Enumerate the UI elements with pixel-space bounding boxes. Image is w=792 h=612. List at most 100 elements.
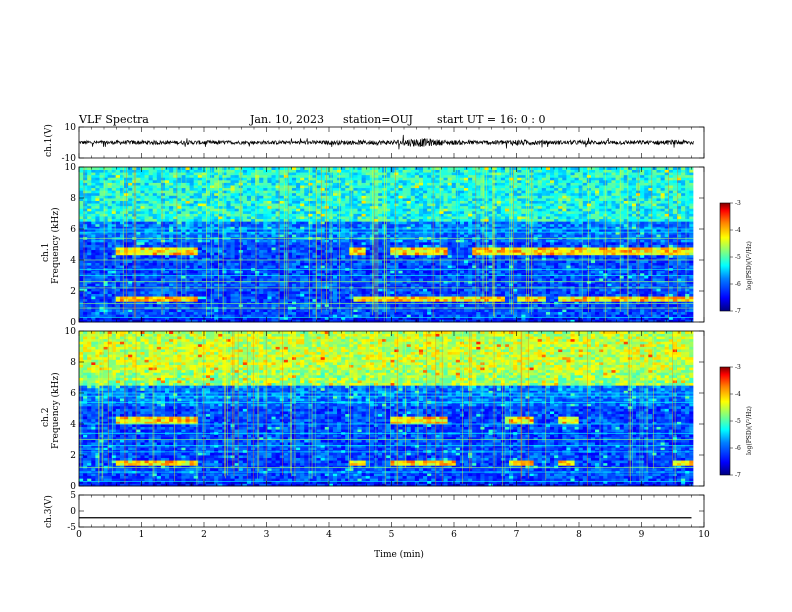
spectrogram-cell bbox=[144, 177, 150, 181]
spectrogram-cell bbox=[115, 172, 121, 176]
spectrogram-cell bbox=[124, 309, 129, 313]
spectrogram-cell bbox=[402, 169, 408, 173]
spectrogram-cell bbox=[357, 213, 363, 217]
spectrogram-cell bbox=[91, 272, 96, 276]
spectrogram-cell bbox=[185, 195, 190, 199]
spectrogram-cell bbox=[304, 316, 309, 320]
spectrogram-cell bbox=[128, 311, 133, 315]
spectrogram-cell bbox=[103, 229, 109, 232]
spectrogram-cell bbox=[152, 182, 158, 186]
spectrogram-cell bbox=[267, 278, 272, 282]
spectrogram-cell bbox=[115, 208, 121, 212]
spectrogram-cell bbox=[263, 283, 268, 287]
spectrogram-cell bbox=[99, 216, 104, 220]
spectrogram-cell bbox=[148, 231, 154, 235]
spectrogram-cell bbox=[165, 200, 170, 204]
spectrogram-cell bbox=[365, 319, 371, 323]
spectrogram-cell bbox=[251, 187, 256, 191]
spectrogram-cell bbox=[197, 309, 203, 313]
spectrogram-cell bbox=[349, 203, 354, 207]
spectrogram-cell bbox=[95, 167, 100, 170]
spectrogram-cell bbox=[222, 280, 227, 284]
spectrogram-cell bbox=[357, 226, 363, 230]
spectrogram-cell bbox=[230, 280, 236, 284]
spectrogram-cell bbox=[173, 278, 178, 282]
spectrogram-cell bbox=[394, 198, 399, 201]
spectrogram-cell bbox=[152, 298, 158, 302]
spectrogram-cell bbox=[320, 293, 326, 297]
spectrogram-cell bbox=[361, 275, 367, 279]
spectrogram-cell bbox=[189, 234, 195, 238]
spectrogram-cell bbox=[378, 172, 383, 176]
spectrogram-cell bbox=[119, 192, 125, 196]
spectrogram-cell bbox=[279, 172, 285, 176]
spectrogram-cell bbox=[242, 182, 248, 186]
spectrogram-cell bbox=[83, 174, 88, 178]
spectrogram-cell bbox=[410, 311, 416, 315]
spectrogram-cell bbox=[300, 205, 305, 209]
spectrogram-cell bbox=[345, 311, 350, 315]
spectrogram-cell bbox=[115, 254, 121, 258]
spectrogram-cell bbox=[320, 226, 326, 230]
spectrogram-cell bbox=[291, 241, 297, 245]
spectrogram-cell bbox=[115, 218, 121, 222]
spectrogram-cell bbox=[111, 283, 117, 287]
spectrogram-cell bbox=[136, 283, 141, 287]
spectrogram-cell bbox=[103, 208, 109, 212]
spectrogram-cell bbox=[119, 223, 125, 227]
spectrogram-cell bbox=[169, 239, 174, 243]
spectrogram-cell bbox=[140, 278, 145, 282]
spectrogram-cell bbox=[95, 205, 100, 209]
spectrogram-cell bbox=[275, 314, 281, 318]
spectrogram-cell bbox=[119, 185, 125, 189]
spectrogram-cell bbox=[320, 216, 326, 220]
spectrogram-cell bbox=[304, 270, 309, 274]
spectrogram-cell bbox=[128, 296, 133, 300]
spectrogram-cell bbox=[210, 241, 215, 245]
spectrogram-cell bbox=[349, 205, 354, 209]
spectrogram-cell bbox=[332, 229, 338, 232]
spectrogram-cell bbox=[79, 229, 84, 232]
spectrogram-cell bbox=[169, 314, 174, 318]
spectrogram-cell bbox=[115, 278, 121, 282]
spectrogram-cell bbox=[87, 179, 92, 183]
spectrogram-cell bbox=[160, 249, 166, 253]
spectrogram-cell bbox=[275, 226, 281, 230]
spectrogram-cell bbox=[263, 172, 268, 176]
spectrogram-cell bbox=[234, 309, 240, 313]
spectrogram-cell bbox=[218, 185, 223, 189]
spectrogram-cell bbox=[177, 244, 182, 248]
spectrogram-cell bbox=[218, 229, 223, 232]
spectrogram-cell bbox=[378, 278, 383, 282]
spectrogram-cell bbox=[402, 174, 408, 178]
spectrogram-cell bbox=[341, 167, 346, 170]
spectrogram-cell bbox=[320, 303, 326, 307]
spectrogram-cell bbox=[83, 210, 88, 214]
spectrogram-cell bbox=[316, 280, 322, 284]
spectrogram-cell bbox=[99, 231, 104, 235]
spectrogram-cell bbox=[234, 252, 240, 256]
spectrogram-cell bbox=[410, 314, 416, 318]
spectrogram-cell bbox=[132, 172, 137, 176]
spectrogram-cell bbox=[259, 285, 264, 289]
spectrogram-cell bbox=[275, 203, 281, 207]
spectrogram-cell bbox=[160, 203, 166, 207]
spectrogram-cell bbox=[115, 182, 121, 186]
spectrogram-cell bbox=[169, 301, 174, 305]
spectrogram-cell bbox=[165, 298, 170, 302]
spectrogram-cell bbox=[165, 231, 170, 235]
spectrogram-cell bbox=[410, 298, 416, 302]
spectrogram-cell bbox=[349, 198, 354, 201]
spectrogram-cell bbox=[365, 241, 371, 245]
spectrogram-cell bbox=[230, 221, 236, 225]
spectrogram-cell bbox=[185, 182, 190, 186]
spectrogram-cell bbox=[246, 278, 252, 282]
spectrogram-cell bbox=[226, 298, 231, 302]
spectrogram-cell bbox=[291, 265, 297, 269]
spectrogram-cell bbox=[160, 296, 166, 300]
spectrogram-cell bbox=[234, 195, 240, 199]
spectrogram-cell bbox=[210, 185, 215, 189]
spectrogram-cell bbox=[332, 182, 338, 186]
spectrogram-cell bbox=[124, 314, 129, 318]
spectrogram-cell bbox=[287, 252, 293, 256]
